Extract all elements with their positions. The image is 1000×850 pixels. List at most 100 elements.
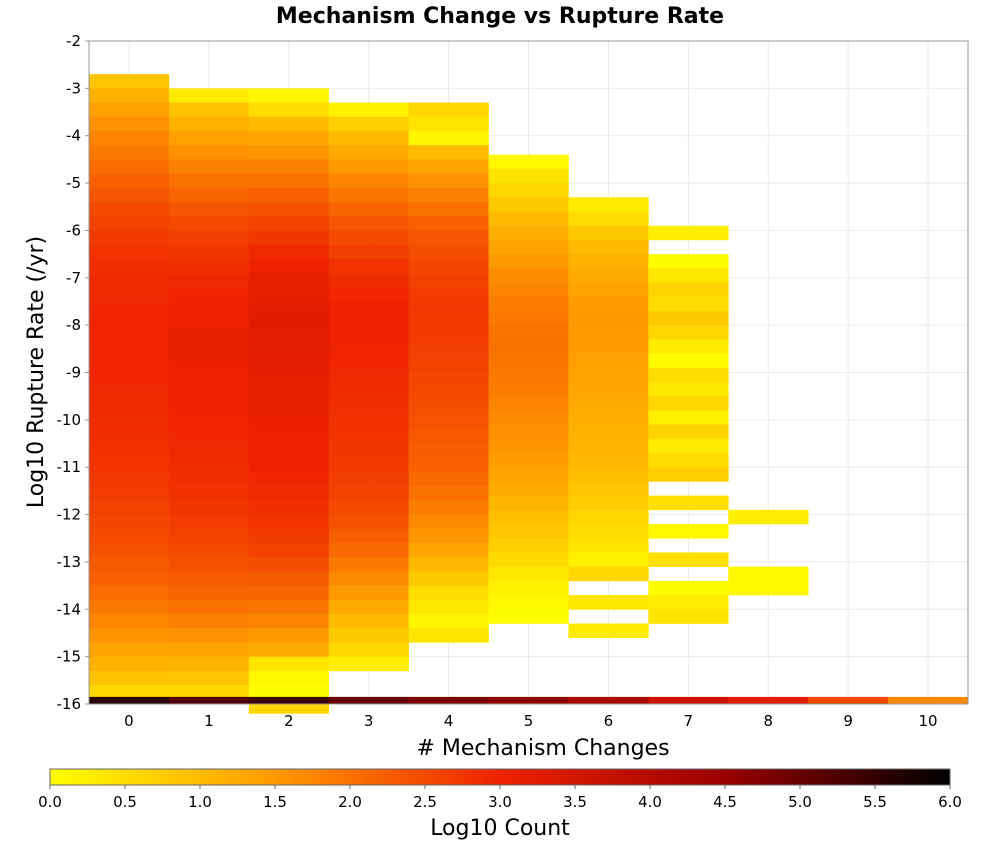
heatmap-cell	[408, 258, 489, 274]
heatmap-cell	[648, 595, 729, 610]
heatmap-cell	[168, 628, 250, 643]
heatmap-cell	[488, 481, 569, 496]
heatmap-cell	[168, 258, 250, 274]
heatmap-cell	[168, 301, 250, 316]
heatmap-cell	[568, 509, 649, 525]
heatmap-cell	[168, 202, 250, 217]
heatmap-cell	[89, 287, 170, 302]
heatmap-cell	[488, 296, 569, 312]
heatmap-cell	[568, 595, 649, 610]
heatmap-cell	[328, 429, 409, 444]
heatmap-cell	[248, 642, 330, 657]
heatmap-cell	[248, 514, 330, 530]
y-tick-label: -8	[66, 316, 81, 334]
heatmap-cell	[248, 301, 330, 316]
heatmap-cell	[248, 685, 330, 700]
y-axis-ticks: -2 -3 -4 -5 -6 -7 -8 -9 -10 -11 -12 -13 -14 -15 -16	[57, 32, 89, 713]
heatmap-cell	[328, 145, 409, 160]
heatmap-cell	[89, 656, 170, 672]
heatmap-cell	[408, 216, 489, 231]
heatmap-cell	[408, 528, 489, 544]
heatmap-cell	[89, 372, 170, 388]
heatmap-cell	[328, 159, 409, 174]
y-tick-label: -14	[57, 600, 82, 618]
heatmap-cell	[248, 500, 330, 515]
heatmap-cell	[168, 614, 250, 629]
heatmap-cell	[248, 216, 330, 231]
heatmap-cell	[248, 628, 330, 643]
colorbar-tick-label: 2.5	[413, 793, 437, 811]
heatmap-cell	[168, 542, 250, 558]
y-tick-label: -4	[66, 127, 81, 145]
heatmap-cell	[168, 443, 250, 459]
heatmap-cell	[408, 486, 489, 501]
heatmap-cell	[568, 197, 649, 212]
heatmap-cell	[328, 528, 409, 544]
heatmap-cell	[328, 258, 409, 274]
heatmap-cell	[248, 670, 330, 686]
heatmap-cell	[168, 386, 250, 402]
heatmap-cell	[648, 410, 729, 425]
heatmap-cell	[648, 438, 729, 454]
heatmap-cell	[488, 467, 569, 482]
heatmap-cell	[168, 571, 250, 586]
heatmap-cell	[728, 696, 809, 704]
heatmap-cell	[248, 656, 330, 672]
heatmap-cell	[728, 580, 809, 596]
heatmap-cell	[89, 102, 170, 118]
heatmap-cell	[89, 528, 170, 544]
heatmap-cell	[168, 557, 250, 572]
heatmap-cell	[89, 500, 170, 515]
y-axis-title: Log10 Rupture Rate (/yr)	[24, 236, 49, 508]
heatmap-cell	[89, 301, 170, 316]
heatmap-cell	[248, 386, 330, 402]
heatmap-cell	[568, 467, 649, 482]
heatmap-cell	[328, 656, 409, 672]
colorbar-tick-label: 2.0	[338, 793, 362, 811]
heatmap-cell	[568, 566, 649, 582]
heatmap-cell	[408, 443, 489, 459]
heatmap-cell	[488, 381, 569, 397]
heatmap-cell	[168, 145, 250, 160]
heatmap-cell	[168, 642, 250, 657]
heatmap-cell	[328, 571, 409, 586]
y-tick-label: -9	[66, 364, 81, 382]
heatmap-cell	[488, 268, 569, 283]
heatmap-cell	[488, 211, 569, 226]
heatmap-cell	[168, 273, 250, 288]
heatmap-cell	[408, 273, 489, 288]
heatmap-cell	[248, 542, 330, 558]
heatmap-cell	[168, 685, 250, 700]
colorbar-tick-label: 5.5	[863, 793, 887, 811]
heatmap-cell	[89, 273, 170, 288]
heatmap-cell	[408, 159, 489, 174]
heatmap-cell	[488, 310, 569, 326]
y-tick-label: -6	[66, 221, 81, 239]
heatmap-cell	[328, 386, 409, 402]
heatmap-cell	[89, 386, 170, 402]
heatmap-cell	[168, 329, 250, 345]
y-tick-label: -10	[57, 411, 82, 429]
heatmap-cell	[408, 542, 489, 558]
x-tick-label: 3	[364, 712, 374, 730]
heatmap-cell	[568, 623, 649, 638]
heatmap-cell	[328, 628, 409, 643]
heatmap-cell	[89, 74, 170, 89]
heatmap-cell	[488, 254, 569, 269]
colorbar-tick-label: 0.5	[113, 793, 137, 811]
heatmap-cell	[89, 202, 170, 217]
heatmap-cell	[89, 329, 170, 345]
heatmap-cell	[168, 372, 250, 388]
heatmap-cell	[328, 585, 409, 601]
x-tick-label: 4	[444, 712, 454, 730]
heatmap-cell	[248, 372, 330, 388]
heatmap-cell	[648, 296, 729, 312]
heatmap-cell	[168, 173, 250, 189]
heatmap-cells	[89, 74, 969, 714]
heatmap-cell	[648, 396, 729, 411]
heatmap-cell	[488, 696, 569, 704]
heatmap-cell	[568, 396, 649, 411]
heatmap-cell	[89, 173, 170, 189]
heatmap-cell	[248, 585, 330, 601]
